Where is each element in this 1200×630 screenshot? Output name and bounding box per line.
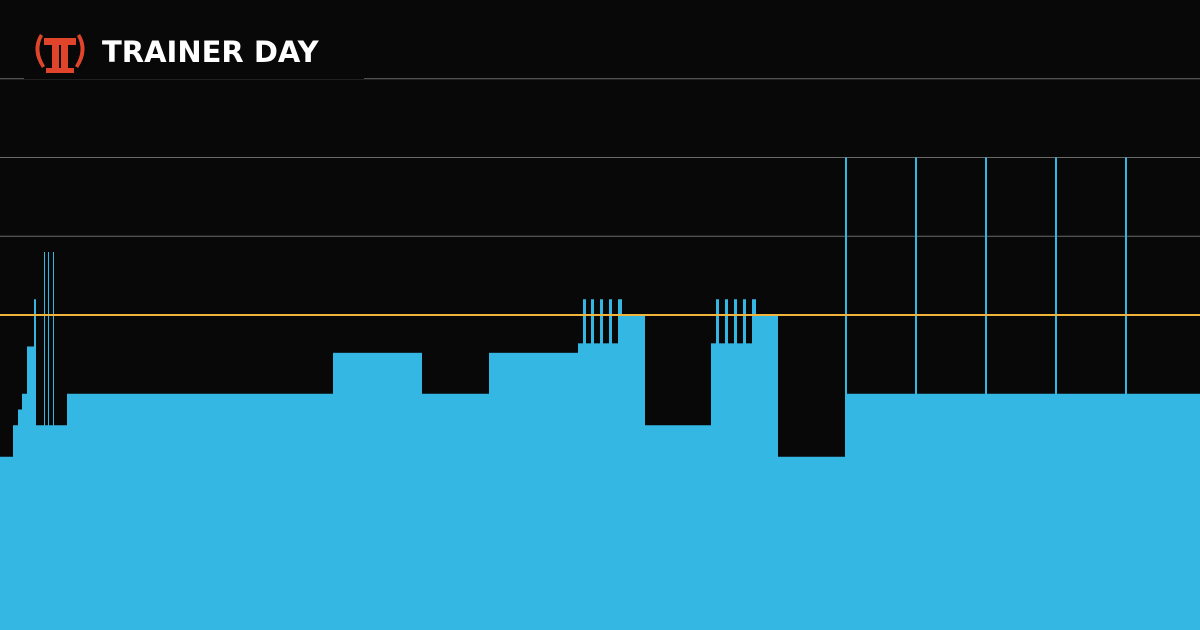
workout-interval — [13, 425, 18, 630]
workout-interval — [603, 343, 609, 630]
workout-interval — [0, 456, 13, 630]
t-top — [44, 38, 76, 45]
workout-interval — [54, 425, 67, 630]
workout-interval — [734, 299, 737, 630]
workout-interval — [49, 425, 53, 630]
workout-interval — [847, 393, 915, 630]
workout-interval — [746, 343, 752, 630]
workout-interval — [917, 393, 985, 630]
workout-interval — [591, 299, 594, 630]
workout-interval — [22, 393, 27, 630]
workout-interval — [578, 343, 583, 630]
workout-interval — [489, 352, 578, 630]
workout-interval — [1057, 393, 1125, 630]
workout-interval — [612, 343, 618, 630]
workout-interval — [719, 343, 725, 630]
workout-interval — [44, 252, 45, 630]
laurel-right — [75, 34, 85, 68]
workout-interval — [34, 299, 36, 630]
workout-interval — [27, 346, 34, 630]
workout-interval — [1055, 157, 1057, 630]
plot — [0, 78, 1200, 630]
workout-interval — [756, 315, 778, 630]
workout-interval — [728, 343, 734, 630]
workout-interval — [1127, 393, 1200, 630]
workout-interval — [622, 315, 645, 630]
workout-interval — [711, 343, 716, 630]
laurel-left — [35, 34, 45, 68]
workout-interval — [725, 299, 728, 630]
t-base — [46, 68, 74, 73]
logo-emblem — [35, 34, 85, 73]
workout-interval — [422, 393, 489, 630]
workout-interval — [67, 393, 333, 630]
brand-name: TRAINER DAY — [102, 35, 320, 69]
t-stem-right — [61, 44, 68, 68]
workout-interval — [18, 409, 22, 630]
workout-interval — [743, 299, 746, 630]
workout-interval — [594, 343, 600, 630]
workout-interval — [915, 157, 917, 630]
workout-interval — [737, 343, 743, 630]
workout-interval — [48, 252, 49, 630]
workout-interval — [609, 299, 612, 630]
workout-interval — [333, 352, 422, 630]
workout-interval — [36, 425, 44, 630]
workout-interval — [985, 157, 987, 630]
workout-interval — [645, 425, 711, 630]
workout-interval — [600, 299, 603, 630]
workout-interval — [845, 157, 847, 630]
workout-interval — [583, 299, 586, 630]
workout-interval — [45, 425, 48, 630]
workout-interval — [987, 393, 1055, 630]
workout-interval — [53, 252, 54, 630]
workout-interval — [752, 299, 756, 630]
t-stem-left — [52, 44, 59, 68]
workout-interval — [586, 343, 591, 630]
workout-interval — [778, 456, 845, 630]
workout-interval — [1125, 157, 1127, 630]
workout-interval — [716, 299, 719, 630]
workout-interval — [618, 299, 622, 630]
